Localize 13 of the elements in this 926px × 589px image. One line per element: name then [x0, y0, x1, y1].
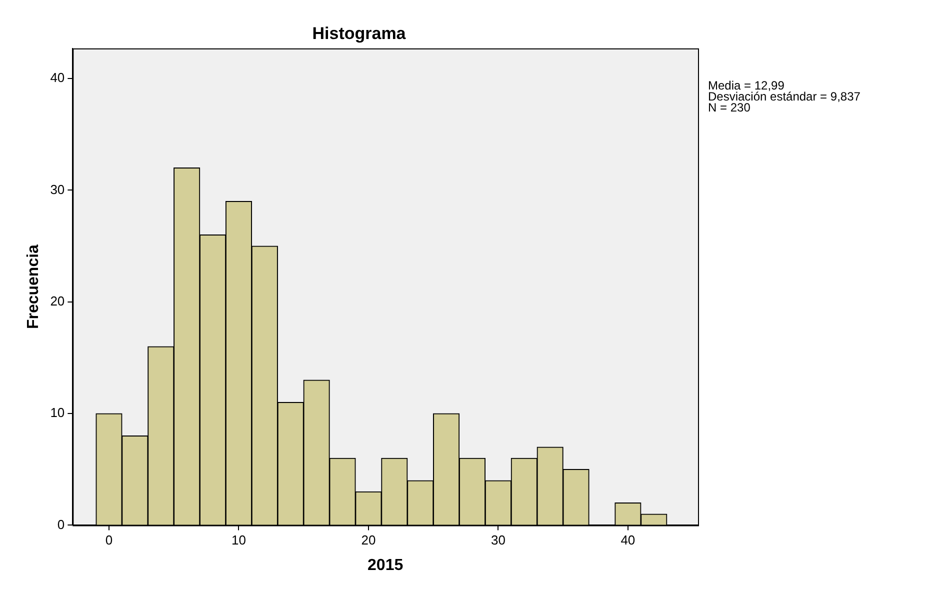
x-tick-label: 20	[361, 532, 376, 548]
y-tick-label: 10	[50, 405, 65, 420]
y-tick-label: 0	[57, 516, 65, 532]
x-tick-label: 40	[620, 532, 636, 548]
y-tick-label: 30	[50, 182, 65, 197]
x-tick-label: 10	[231, 532, 246, 548]
chart-title: Histograma	[312, 24, 406, 43]
y-tick-label: 20	[50, 293, 65, 308]
x-tick-label: 30	[490, 532, 506, 548]
x-tick-label: 0	[105, 532, 113, 548]
y-tick-label: 40	[50, 70, 65, 86]
x-axis-title: 2015	[368, 556, 404, 574]
y-axis-title: Frecuencia	[25, 244, 42, 330]
